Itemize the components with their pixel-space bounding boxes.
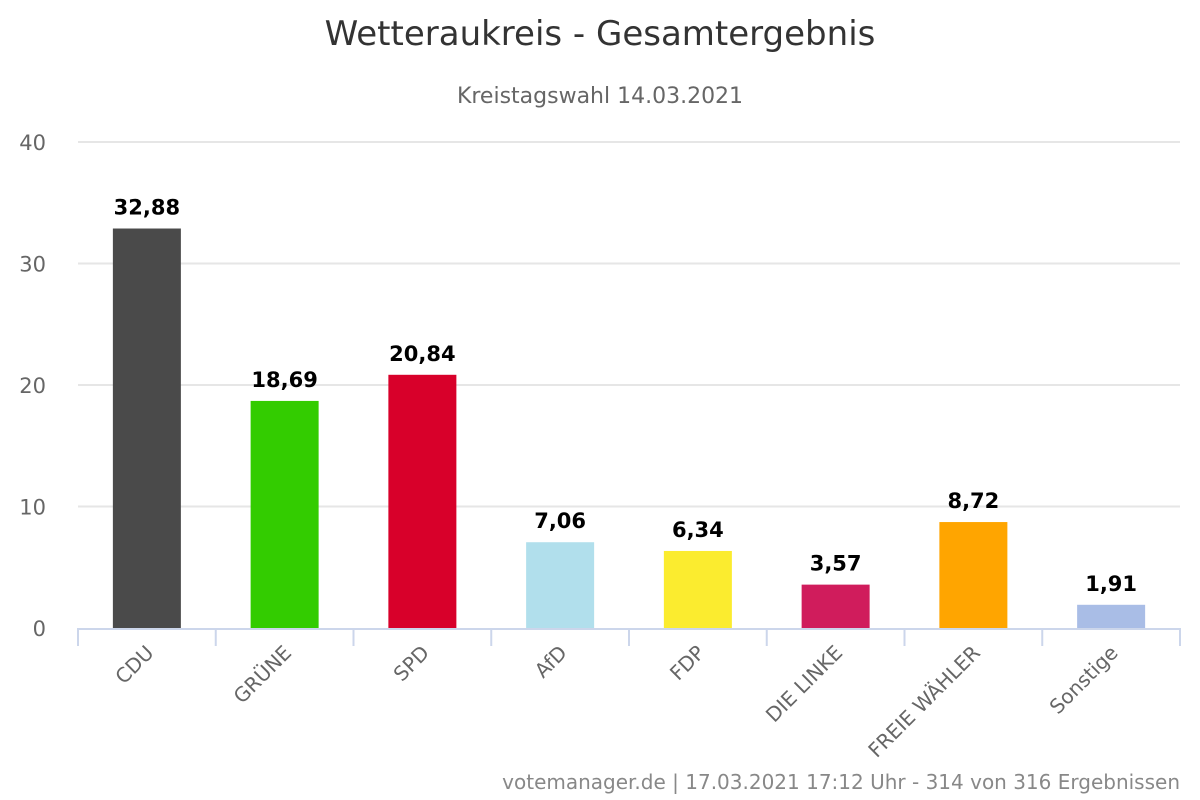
x-tick-label: GRÜNE: [229, 641, 297, 709]
x-tick-label: FREIE WÄHLER: [863, 640, 985, 762]
bar-cdu: [112, 228, 181, 628]
bar-freie-wähler: [939, 522, 1008, 628]
bar-fdp: [663, 550, 732, 628]
data-label: 20,84: [389, 342, 455, 366]
y-tick-label: 20: [19, 374, 46, 398]
chart-title: Wetteraukreis - Gesamtergebnis: [324, 14, 876, 54]
data-label: 3,57: [810, 552, 862, 576]
y-tick-label: 40: [19, 131, 46, 155]
data-label: 1,91: [1085, 572, 1137, 596]
chart-subtitle: Kreistagswahl 14.03.2021: [456, 84, 744, 109]
data-label: 8,72: [947, 489, 999, 513]
y-tick-label: 0: [33, 617, 46, 641]
x-tick-label: FDP: [665, 641, 710, 686]
bar-afd: [526, 542, 595, 628]
data-label: 18,69: [251, 368, 317, 392]
y-tick-label: 10: [19, 496, 46, 520]
x-tick-label: AfD: [530, 641, 572, 683]
x-tick-label: SPD: [389, 641, 434, 686]
bar-grüne: [250, 400, 319, 628]
data-label: 7,06: [534, 509, 586, 533]
y-tick-label: 30: [19, 253, 46, 277]
data-label: 6,34: [672, 518, 724, 542]
bar-sonstige: [1077, 604, 1146, 628]
x-tick-label: DIE LINKE: [761, 641, 847, 727]
x-tick-label: CDU: [110, 641, 158, 689]
bar-die-linke: [801, 584, 870, 628]
bar-spd: [388, 374, 457, 628]
credits-link[interactable]: votemanager.de | 17.03.2021 17:12 Uhr - …: [502, 770, 1180, 794]
data-label: 32,88: [114, 196, 180, 220]
x-tick-label: Sonstige: [1045, 641, 1123, 719]
